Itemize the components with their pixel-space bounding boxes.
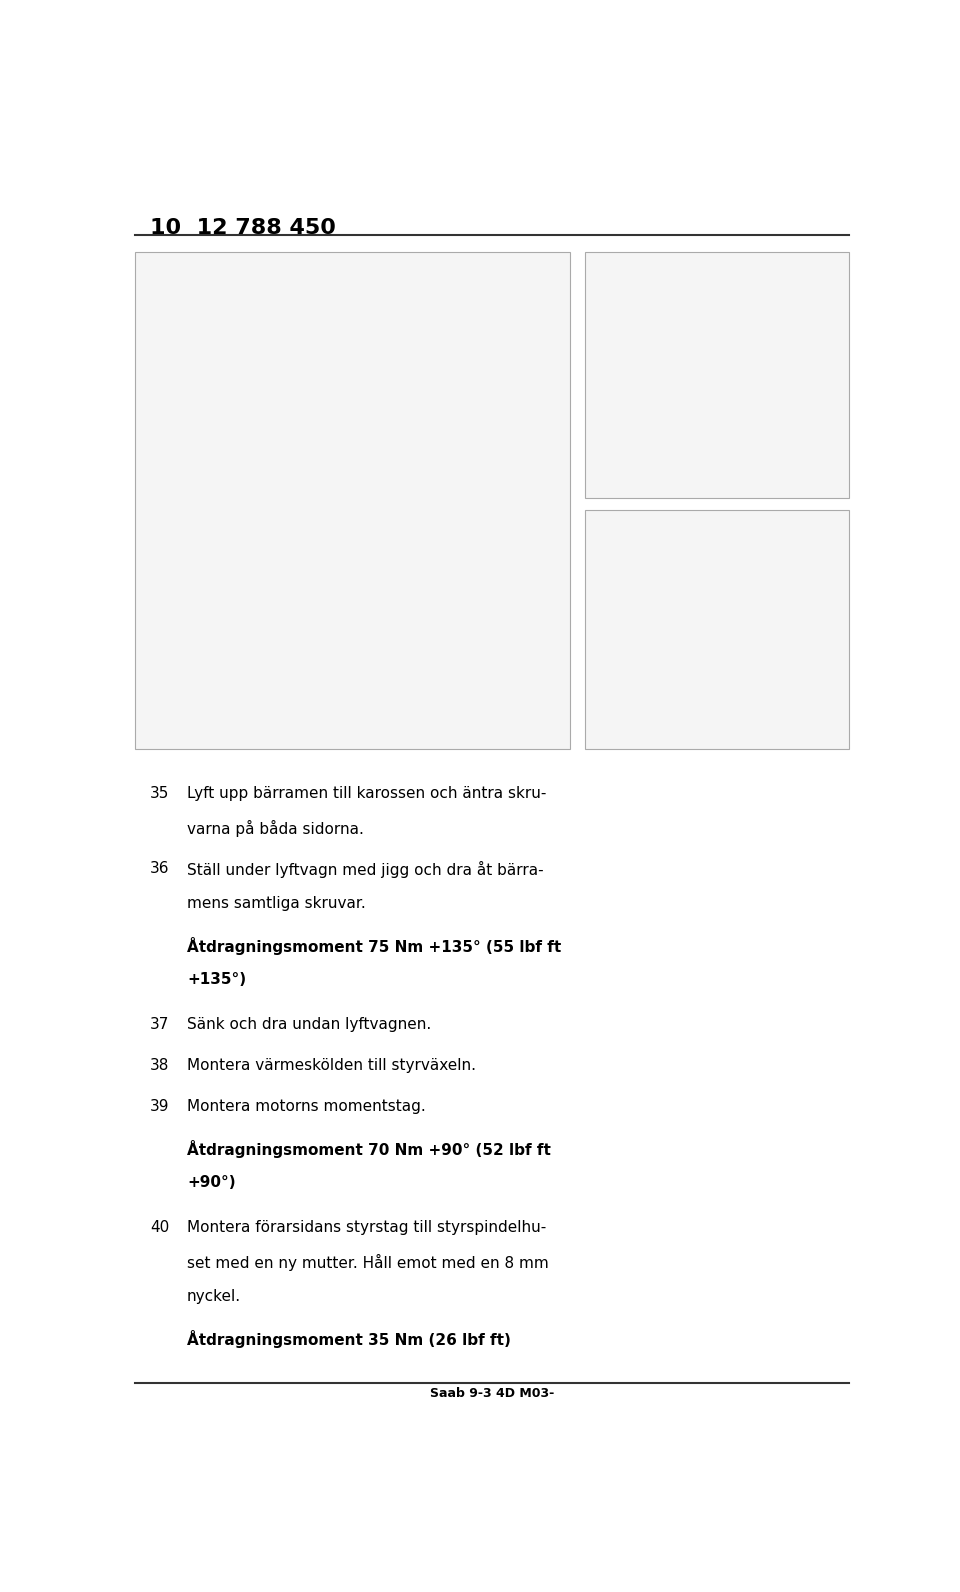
Text: Montera värmeskölden till styrväxeln.: Montera värmeskölden till styrväxeln. [187,1057,476,1073]
Text: set med en ny mutter. Håll emot med en 8 mm: set med en ny mutter. Håll emot med en 8… [187,1254,549,1272]
Text: 35: 35 [150,785,169,801]
Text: Sänk och dra undan lyftvagnen.: Sänk och dra undan lyftvagnen. [187,1017,431,1032]
Text: 38: 38 [150,1057,169,1073]
Text: 36: 36 [150,861,169,876]
Bar [134,252,570,748]
Bar [585,253,849,497]
Text: 10  12 788 450: 10 12 788 450 [150,218,336,239]
Text: 37: 37 [150,1017,169,1032]
Text: varna på båda sidorna.: varna på båda sidorna. [187,820,364,837]
Text: Lyft upp bärramen till karossen och äntra skru-: Lyft upp bärramen till karossen och äntr… [187,785,546,801]
Text: Åtdragningsmoment 70 Nm +90° (52 lbf ft: Åtdragningsmoment 70 Nm +90° (52 lbf ft [187,1140,551,1159]
Text: Montera motorns momentstag.: Montera motorns momentstag. [187,1098,425,1114]
Text: 39: 39 [150,1098,169,1114]
Text: Ställ under lyftvagn med jigg och dra åt bärra-: Ställ under lyftvagn med jigg och dra åt… [187,861,543,879]
Text: +90°): +90°) [187,1175,235,1189]
Text: Åtdragningsmoment 75 Nm +135° (55 lbf ft: Åtdragningsmoment 75 Nm +135° (55 lbf ft [187,938,562,955]
Bar [585,509,849,748]
Text: mens samtliga skruvar.: mens samtliga skruvar. [187,896,366,911]
Text: Montera förarsidans styrstag till styrspindelhu-: Montera förarsidans styrstag till styrsp… [187,1219,546,1235]
Text: nyckel.: nyckel. [187,1290,241,1304]
Text: Åtdragningsmoment 35 Nm (26 lbf ft): Åtdragningsmoment 35 Nm (26 lbf ft) [187,1329,511,1348]
Text: +135°): +135°) [187,971,246,987]
Text: 40: 40 [150,1219,169,1235]
Text: Saab 9-3 4D M03-: Saab 9-3 4D M03- [430,1388,554,1401]
